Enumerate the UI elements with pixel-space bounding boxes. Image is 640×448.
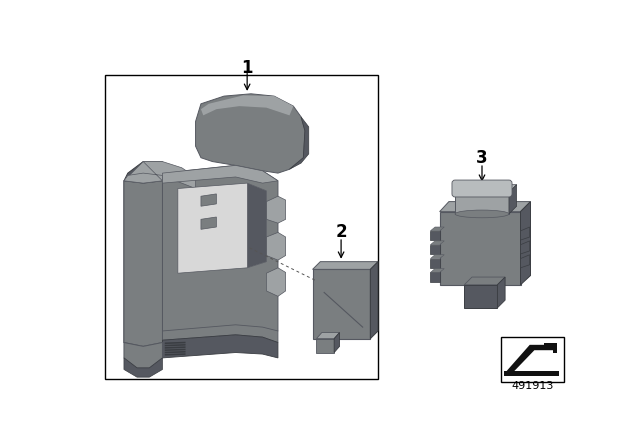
Text: 491913: 491913 <box>511 381 554 392</box>
Polygon shape <box>464 285 497 308</box>
Polygon shape <box>266 196 285 223</box>
Polygon shape <box>124 162 196 189</box>
Text: 3: 3 <box>476 150 488 168</box>
FancyBboxPatch shape <box>452 180 512 197</box>
Polygon shape <box>178 183 266 273</box>
Polygon shape <box>507 345 557 371</box>
Polygon shape <box>164 342 186 344</box>
Polygon shape <box>455 185 516 192</box>
Polygon shape <box>497 277 505 308</box>
Polygon shape <box>431 227 444 231</box>
Polygon shape <box>543 343 557 353</box>
Polygon shape <box>247 183 266 268</box>
Polygon shape <box>201 217 216 229</box>
Polygon shape <box>312 262 378 269</box>
Polygon shape <box>124 343 163 368</box>
Text: 1: 1 <box>241 59 253 77</box>
Polygon shape <box>316 339 334 353</box>
Polygon shape <box>431 272 440 282</box>
Polygon shape <box>520 227 530 240</box>
Polygon shape <box>334 332 340 353</box>
Polygon shape <box>163 165 278 183</box>
Polygon shape <box>312 269 371 339</box>
Polygon shape <box>431 231 440 240</box>
Polygon shape <box>520 255 530 268</box>
Bar <box>105 75 378 379</box>
Polygon shape <box>431 245 440 254</box>
Polygon shape <box>431 255 444 258</box>
Polygon shape <box>431 241 444 245</box>
Polygon shape <box>431 258 440 268</box>
Polygon shape <box>164 351 186 353</box>
Polygon shape <box>164 353 186 356</box>
Polygon shape <box>455 192 509 214</box>
Polygon shape <box>440 211 520 285</box>
Polygon shape <box>164 349 186 351</box>
Polygon shape <box>124 181 163 346</box>
Polygon shape <box>464 277 505 285</box>
Polygon shape <box>163 165 278 339</box>
Polygon shape <box>520 241 530 254</box>
Polygon shape <box>163 325 278 343</box>
Polygon shape <box>164 346 186 349</box>
Polygon shape <box>520 202 531 285</box>
Polygon shape <box>316 332 340 339</box>
Polygon shape <box>509 185 516 214</box>
Polygon shape <box>266 233 285 260</box>
Ellipse shape <box>455 210 509 218</box>
Polygon shape <box>163 335 278 358</box>
Polygon shape <box>196 94 305 173</box>
Polygon shape <box>289 117 308 169</box>
Polygon shape <box>124 162 143 346</box>
Bar <box>501 337 564 382</box>
Polygon shape <box>440 202 531 211</box>
Polygon shape <box>266 268 285 296</box>
Polygon shape <box>431 269 444 272</box>
Polygon shape <box>201 194 216 206</box>
Polygon shape <box>371 262 378 339</box>
Polygon shape <box>124 162 163 183</box>
Polygon shape <box>124 358 163 377</box>
Polygon shape <box>201 95 293 116</box>
Polygon shape <box>164 344 186 346</box>
Polygon shape <box>504 371 559 375</box>
Text: 2: 2 <box>335 224 347 241</box>
